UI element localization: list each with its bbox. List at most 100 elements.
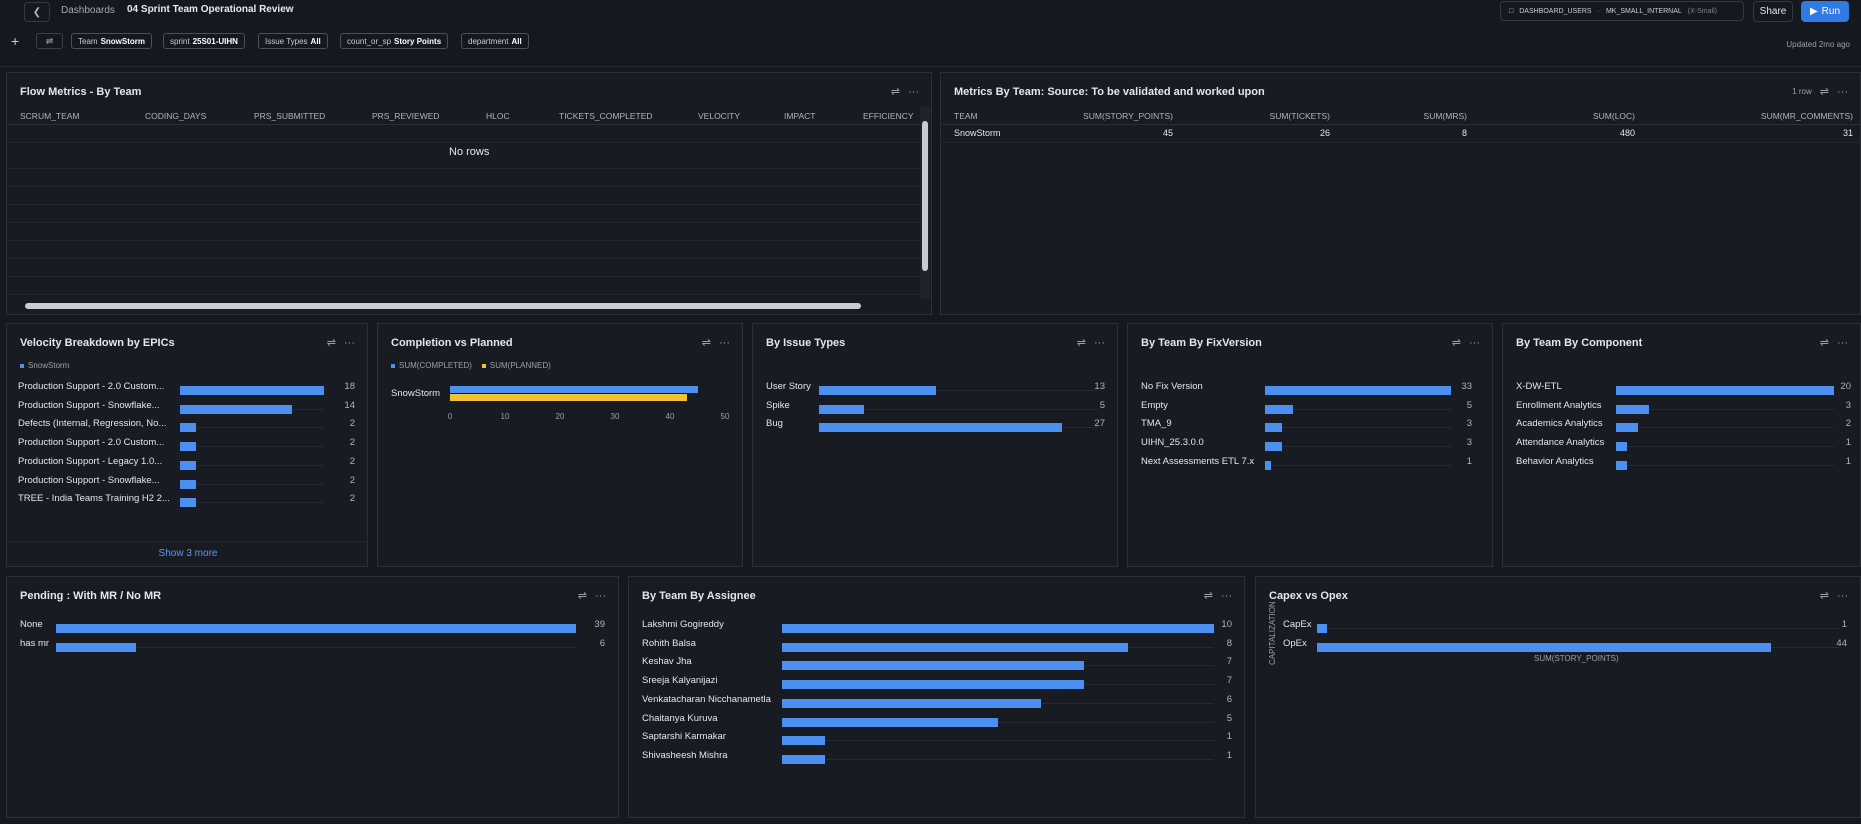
settings-icon[interactable]: ⇌ — [1076, 337, 1086, 349]
column-header[interactable]: IMPACT — [784, 111, 816, 121]
column-header[interactable]: VELOCITY — [698, 111, 741, 121]
column-header[interactable]: PRS_SUBMITTED — [254, 111, 326, 121]
bar — [180, 442, 196, 452]
bar-value: 6 — [1226, 693, 1232, 705]
bar — [782, 698, 1042, 708]
more-icon[interactable]: ··· — [908, 85, 919, 98]
settings-icon[interactable]: ⇌ — [1819, 86, 1829, 98]
column-header[interactable]: TICKETS_COMPLETED — [559, 111, 653, 121]
scrollbar-thumb[interactable] — [922, 121, 928, 271]
more-icon[interactable]: ··· — [719, 336, 730, 349]
back-button[interactable]: ❮ — [24, 2, 50, 22]
more-icon[interactable]: ··· — [1837, 589, 1848, 602]
filter-settings-button[interactable]: ⇌ — [36, 33, 63, 49]
column-header[interactable]: SUM(MR_COMMENTS) — [1760, 111, 1853, 121]
settings-icon[interactable]: ⇌ — [1203, 590, 1213, 602]
bar-value: 1 — [1466, 455, 1472, 467]
bar — [56, 642, 136, 652]
bar-track — [180, 464, 324, 466]
bar-value: 2 — [349, 493, 355, 505]
more-icon[interactable]: ··· — [1221, 589, 1232, 602]
role-warehouse-selector[interactable]: □ DASHBOARD_USERS · MK_SMALL_INTERNAL (X… — [1500, 1, 1744, 21]
show-more-link[interactable]: Show 3 more — [158, 548, 218, 559]
filter-chip-count-or-sp[interactable]: count_or_sp Story Points — [340, 33, 449, 49]
bar — [180, 498, 196, 508]
filter-chip-issue-types[interactable]: Issue Types All — [258, 33, 328, 49]
column-header[interactable]: SUM(MRS) — [1423, 111, 1467, 121]
more-icon[interactable]: ··· — [344, 336, 355, 349]
column-header[interactable]: SUM(STORY_POINTS) — [1083, 111, 1173, 121]
run-button[interactable]: ▶ Run — [1801, 1, 1849, 22]
row-divider — [7, 222, 919, 223]
column-header[interactable]: SCRUM_TEAM — [20, 111, 80, 121]
column-header[interactable]: PRS_REVIEWED — [372, 111, 440, 121]
bar — [782, 642, 1128, 652]
filter-chip-sprint[interactable]: sprint 25S01-UIHN — [163, 33, 245, 49]
horizontal-scrollbar[interactable] — [11, 301, 919, 311]
settings-icon[interactable]: ⇌ — [1451, 337, 1461, 349]
more-icon[interactable]: ··· — [1837, 85, 1848, 98]
table-cell: 26 — [1319, 128, 1330, 138]
settings-icon[interactable]: ⇌ — [577, 590, 587, 602]
filter-value: All — [511, 36, 522, 46]
updated-timestamp: Updated 2mo ago — [1786, 40, 1850, 49]
vertical-scrollbar[interactable] — [920, 107, 930, 299]
bar-planned — [450, 394, 687, 401]
plus-icon[interactable]: + — [11, 33, 20, 49]
bar — [1616, 442, 1627, 452]
bar — [1265, 404, 1294, 414]
bar-label: Academics Analytics — [1516, 418, 1603, 430]
settings-icon[interactable]: ⇌ — [1819, 590, 1829, 602]
more-icon[interactable]: ··· — [595, 589, 606, 602]
bar-label: Production Support - 2.0 Custom... — [18, 437, 165, 449]
filter-label: Issue Types — [265, 36, 308, 46]
column-header[interactable]: SUM(LOC) — [1592, 111, 1635, 121]
divider — [0, 66, 1861, 67]
bar-label: Sreeja Kalyanijazi — [642, 675, 718, 687]
column-header[interactable]: EFFICIENCY — [863, 111, 914, 121]
column-header[interactable]: CODING_DAYS — [145, 111, 207, 121]
filter-value: Story Points — [394, 36, 442, 46]
scrollbar-thumb[interactable] — [25, 303, 861, 309]
row-count: 1 row — [1792, 87, 1812, 96]
settings-icon[interactable]: ⇌ — [890, 86, 900, 98]
filter-bar: + ⇌ Team SnowStorm sprint 25S01-UIHN Issue… — [0, 30, 1861, 54]
share-button[interactable]: Share — [1753, 1, 1793, 22]
x-axis-label: SUM(STORY_POINTS) — [1534, 654, 1619, 663]
bar-value: 3 — [1845, 399, 1851, 411]
filter-label: sprint — [170, 36, 190, 46]
bar-track — [782, 721, 1214, 723]
bar-label: X-DW-ETL — [1516, 381, 1562, 392]
settings-icon[interactable]: ⇌ — [326, 337, 336, 349]
settings-icon[interactable]: ⇌ — [701, 337, 711, 349]
run-label: Run — [1821, 6, 1841, 17]
bar-track — [782, 740, 1214, 742]
filter-chip-team[interactable]: Team SnowStorm — [71, 33, 153, 49]
bar-label: Behavior Analytics — [1516, 455, 1594, 467]
filter-chip-department[interactable]: department All — [461, 33, 529, 49]
more-icon[interactable]: ··· — [1469, 336, 1480, 349]
bar-value: 7 — [1226, 656, 1232, 668]
bar-value: 27 — [1094, 418, 1105, 430]
top-bar: ❮ Dashboards 04 Sprint Team Operational … — [0, 0, 1861, 24]
bar-track — [1616, 464, 1834, 466]
bar — [180, 479, 196, 489]
settings-icon[interactable]: ⇌ — [1819, 337, 1829, 349]
row-divider — [7, 240, 919, 241]
bar-value: 5 — [1099, 399, 1105, 411]
more-icon[interactable]: ··· — [1837, 336, 1848, 349]
table-cell: 45 — [1162, 128, 1173, 138]
breadcrumb[interactable]: Dashboards — [61, 5, 115, 16]
bar-label: Venkatacharan Nicchanametla — [642, 693, 771, 705]
chevron-down-icon[interactable]: ▾ — [289, 5, 294, 14]
bar — [56, 624, 576, 633]
column-header[interactable]: HLOC — [486, 111, 510, 121]
bar-label: Attendance Analytics — [1516, 437, 1605, 449]
page-title[interactable]: 04 Sprint Team Operational Review — [127, 4, 294, 15]
bar-value: 2 — [349, 455, 355, 467]
bar — [819, 404, 864, 414]
column-header[interactable]: TEAM — [954, 111, 978, 121]
column-header[interactable]: SUM(TICKETS) — [1269, 111, 1330, 121]
more-icon[interactable]: ··· — [1094, 336, 1105, 349]
bar-label: User Story — [766, 381, 811, 392]
